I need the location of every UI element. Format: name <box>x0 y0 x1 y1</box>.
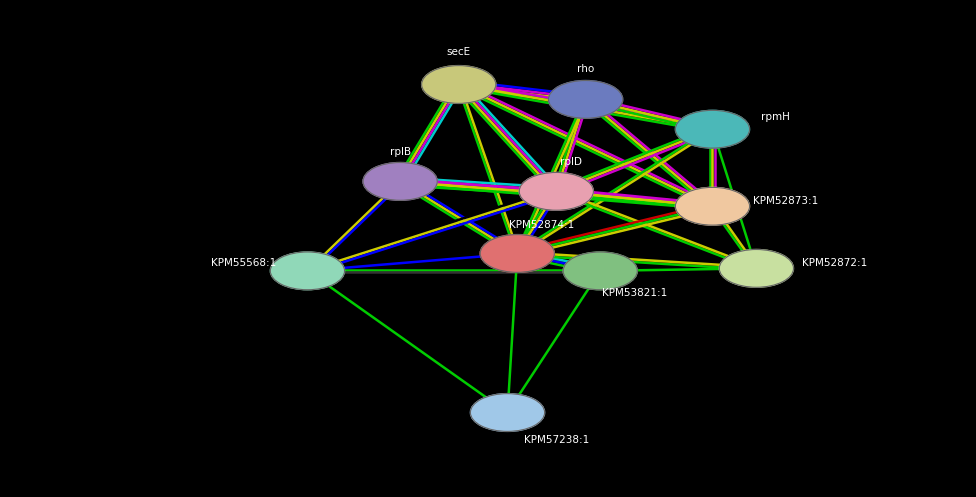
Circle shape <box>480 235 554 272</box>
Text: KPM52874:1: KPM52874:1 <box>509 220 574 230</box>
Text: KPM55568:1: KPM55568:1 <box>212 258 276 268</box>
Circle shape <box>675 187 750 225</box>
Text: rplD: rplD <box>560 157 582 166</box>
Text: secE: secE <box>447 47 470 57</box>
Text: rpmH: rpmH <box>761 112 791 122</box>
Text: KPM52873:1: KPM52873:1 <box>753 196 818 206</box>
Text: KPM57238:1: KPM57238:1 <box>524 435 589 445</box>
Circle shape <box>719 249 793 287</box>
Circle shape <box>519 172 593 210</box>
Text: rho: rho <box>577 64 594 74</box>
Circle shape <box>563 252 637 290</box>
Circle shape <box>470 394 545 431</box>
Circle shape <box>422 66 496 103</box>
Circle shape <box>270 252 345 290</box>
Text: KPM53821:1: KPM53821:1 <box>602 288 667 298</box>
Circle shape <box>363 163 437 200</box>
Text: KPM52872:1: KPM52872:1 <box>802 258 867 268</box>
Circle shape <box>675 110 750 148</box>
Text: rplB: rplB <box>389 147 411 157</box>
Circle shape <box>549 81 623 118</box>
